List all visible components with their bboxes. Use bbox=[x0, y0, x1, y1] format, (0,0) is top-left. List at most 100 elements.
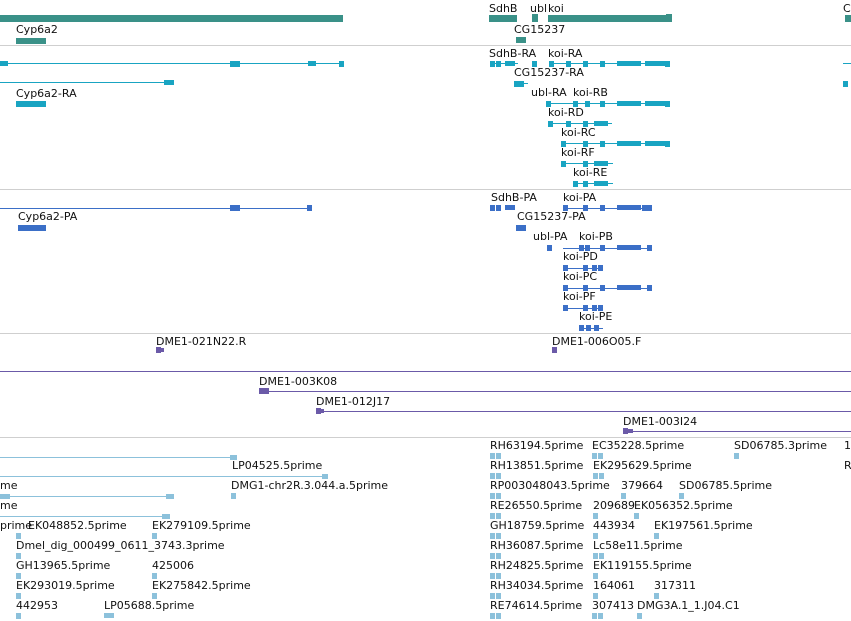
est-label[interactable]: 379664 bbox=[621, 479, 663, 492]
est-marker[interactable] bbox=[654, 533, 659, 539]
est-label[interactable]: RH36087.5prime bbox=[490, 539, 584, 552]
est-marker[interactable] bbox=[16, 593, 21, 599]
est-marker[interactable] bbox=[592, 453, 597, 459]
est-label[interactable]: prime bbox=[0, 519, 33, 532]
transcript-koi-rc-exon[interactable] bbox=[645, 141, 665, 146]
est-marker[interactable] bbox=[593, 473, 598, 479]
gene-cyp6a2-label[interactable]: Cyp6a2 bbox=[16, 23, 58, 36]
transcript-sdhb-pa-label[interactable]: SdhB-PA bbox=[491, 191, 537, 204]
est-marker[interactable] bbox=[152, 573, 157, 579]
est-label[interactable]: EK279109.5prime bbox=[152, 519, 251, 532]
est-label[interactable]: RH24825.5prime bbox=[490, 559, 584, 572]
est-marker[interactable] bbox=[637, 613, 642, 619]
est-marker[interactable] bbox=[152, 533, 157, 539]
transcript-koi-pa-label[interactable]: koi-PA bbox=[563, 191, 597, 204]
gene-cyp6a2-feature[interactable] bbox=[16, 38, 46, 44]
est-label[interactable]: SD06785.5prime bbox=[679, 479, 772, 492]
gene-sdhb-label[interactable]: SdhB bbox=[489, 2, 518, 15]
est-marker[interactable] bbox=[598, 613, 603, 619]
transcript-koi-rc-exon[interactable] bbox=[617, 141, 641, 146]
gene-edge-label[interactable]: C bbox=[843, 2, 851, 15]
est-marker[interactable] bbox=[16, 533, 21, 539]
transcript-ubl-ra-label[interactable]: ubl-RA bbox=[531, 86, 567, 99]
transcript-cyp6a2-pa-label[interactable]: Cyp6a2-PA bbox=[18, 210, 78, 223]
est-label[interactable]: 1 bbox=[844, 439, 851, 452]
clone-span[interactable] bbox=[316, 411, 851, 412]
est-label[interactable]: DMG1-chr2R.3.044.a.5prime bbox=[231, 479, 389, 492]
gene-sdhb-feature[interactable] bbox=[489, 15, 517, 22]
est-label[interactable]: me bbox=[0, 499, 18, 512]
est-marker[interactable] bbox=[593, 513, 598, 519]
transcript-koi-ra-exon[interactable] bbox=[645, 61, 665, 66]
transcript-koi-pa-exon[interactable] bbox=[617, 205, 641, 210]
clone-label[interactable]: DME1-012J17 bbox=[316, 395, 391, 408]
est-alignment[interactable] bbox=[0, 476, 326, 477]
est-label[interactable]: R bbox=[844, 459, 851, 472]
clone-span[interactable] bbox=[259, 391, 851, 392]
est-marker[interactable] bbox=[490, 593, 495, 599]
est-label[interactable]: RH13851.5prime bbox=[490, 459, 584, 472]
transcript-koi-rd-exon[interactable] bbox=[594, 121, 608, 126]
est-marker[interactable] bbox=[593, 553, 598, 559]
est-label[interactable]: 442953 bbox=[16, 599, 58, 612]
est-alignment[interactable] bbox=[104, 613, 114, 618]
est-alignment[interactable] bbox=[166, 494, 174, 499]
est-marker[interactable] bbox=[634, 513, 639, 519]
est-marker[interactable] bbox=[490, 493, 495, 499]
est-alignment[interactable] bbox=[162, 514, 170, 519]
est-alignment[interactable] bbox=[0, 516, 168, 517]
est-marker[interactable] bbox=[598, 453, 603, 459]
transcript-koi-rb-label[interactable]: koi-RB bbox=[573, 86, 608, 99]
clone-end-marker[interactable] bbox=[156, 347, 161, 353]
est-marker[interactable] bbox=[593, 593, 598, 599]
clone-label[interactable]: DME1-021N22.R bbox=[156, 335, 247, 348]
est-marker[interactable] bbox=[593, 573, 598, 579]
est-label[interactable]: 164061 bbox=[593, 579, 635, 592]
est-label[interactable]: GH13965.5prime bbox=[16, 559, 111, 572]
est-alignment[interactable] bbox=[322, 474, 328, 479]
transcript-koi-pf-label[interactable]: koi-PF bbox=[563, 290, 596, 303]
est-marker[interactable] bbox=[496, 553, 501, 559]
est-marker[interactable] bbox=[496, 533, 501, 539]
transcript-koi-rf-exon[interactable] bbox=[594, 161, 608, 166]
est-marker[interactable] bbox=[679, 493, 684, 499]
est-marker[interactable] bbox=[734, 453, 739, 459]
transcript-koi-pe-label[interactable]: koi-PE bbox=[579, 310, 613, 323]
transcript-koi-pc-exon[interactable] bbox=[617, 285, 641, 290]
est-label[interactable]: EK295629.5prime bbox=[593, 459, 692, 472]
gene-edge-feature[interactable] bbox=[845, 15, 851, 22]
clone-span[interactable] bbox=[0, 371, 851, 372]
est-label[interactable]: Lс58e11.5prime bbox=[593, 539, 683, 552]
est-label[interactable]: EK293019.5prime bbox=[16, 579, 115, 592]
transcript-cyp6a2-ra-exon[interactable] bbox=[164, 80, 174, 85]
est-marker[interactable] bbox=[496, 493, 501, 499]
gene-ubl-label[interactable]: ubl bbox=[530, 2, 548, 15]
transcript-cyp6a2-pa-exon[interactable] bbox=[18, 225, 46, 231]
est-label[interactable]: RE74614.5prime bbox=[490, 599, 583, 612]
est-alignment[interactable] bbox=[10, 496, 174, 497]
est-label[interactable]: 443934 bbox=[593, 519, 635, 532]
est-marker[interactable] bbox=[593, 533, 598, 539]
est-marker[interactable] bbox=[496, 573, 501, 579]
transcript-sdhb-pa-exon[interactable] bbox=[505, 205, 515, 210]
transcript-koi-rc-label[interactable]: koi-RC bbox=[561, 126, 596, 139]
est-label[interactable]: 209689 bbox=[593, 499, 635, 512]
est-label[interactable]: EC35228.5prime bbox=[592, 439, 685, 452]
clone-label[interactable]: DME1-003K08 bbox=[259, 375, 338, 388]
est-label[interactable]: EK275842.5prime bbox=[152, 579, 251, 592]
est-alignment[interactable] bbox=[0, 457, 236, 458]
est-marker[interactable] bbox=[16, 613, 21, 619]
est-label[interactable]: DMG3A.1_1.J04.C1 bbox=[637, 599, 740, 612]
est-label[interactable]: RE26550.5prime bbox=[490, 499, 583, 512]
est-marker[interactable] bbox=[496, 513, 501, 519]
gene-cg15237-feature[interactable] bbox=[516, 37, 526, 43]
gene-cyp6a2-span[interactable] bbox=[0, 15, 343, 22]
transcript-koi-rb-exon[interactable] bbox=[617, 101, 641, 106]
transcript-koi-pb-exon[interactable] bbox=[617, 245, 641, 250]
clone-end-marker[interactable] bbox=[552, 347, 557, 353]
est-marker[interactable] bbox=[621, 493, 626, 499]
est-alignment[interactable] bbox=[230, 455, 237, 460]
est-marker[interactable] bbox=[490, 473, 495, 479]
gene-cg15237-label[interactable]: CG15237 bbox=[514, 23, 566, 36]
est-marker[interactable] bbox=[599, 473, 604, 479]
